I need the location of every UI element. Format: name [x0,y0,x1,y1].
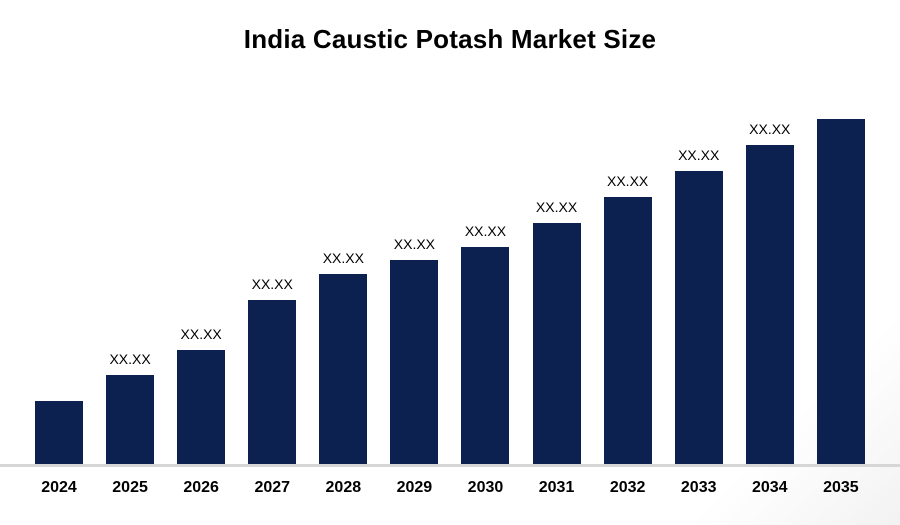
bar-column [810,95,872,464]
x-axis-tick-label: 2027 [254,479,291,496]
bar [532,223,581,464]
bar-column: XX.XX [668,147,730,464]
bar [177,350,226,464]
bar-value-label: XX.XX [180,326,222,342]
bar-column: XX.XX [597,173,659,464]
x-axis-tick-label: 2025 [112,479,148,496]
x-axis-tick-label: 2026 [183,479,219,496]
bar-column: XX.XX [454,223,516,464]
bar [106,375,155,464]
bar-column: XX.XX [383,236,445,464]
bar [319,274,368,464]
x-axis-tick-label: 2034 [751,479,788,496]
bar-column: XX.XX [526,199,588,464]
bar [816,119,865,464]
x-axis-tick-label: 2033 [680,479,717,496]
bar-column: XX.XX [241,276,303,464]
x-axis-tick-label: 2031 [538,479,575,496]
bar-value-label: XX.XX [109,351,151,367]
x-axis-tick-label: 2024 [41,479,77,496]
bar [674,171,723,464]
bar [461,247,510,464]
bar-value-label: XX.XX [535,199,578,215]
bar-column: XX.XX [312,250,374,464]
bar-column [28,377,90,464]
x-axis-tick-label: 2032 [609,479,646,496]
bar-value-label: XX.XX [749,121,791,137]
bar-value-label: XX.XX [322,250,364,266]
bar [248,300,297,464]
x-axis-tick-label: 2029 [396,479,433,496]
x-axis: 2024 2025 2026 2027 2028 2029 2030 2031 2032 2033… [0,479,900,497]
bar [35,401,83,464]
bar-value-label: XX.XX [464,223,507,239]
chart-title: India Caustic Potash Market Size [243,24,657,54]
x-axis-tick-label: 2035 [823,479,859,496]
bar-column: XX.XX [99,351,161,464]
bar [603,197,652,464]
x-axis-tick-label: 2028 [325,479,362,496]
bar-value-label: XX.XX [678,147,720,163]
bar [390,260,439,464]
bar-chart: XX.XX XX.XX XX.XX XX.XX XX.XX XX.XX XX.XX XX.XX… [0,54,900,467]
bar-value-label: XX.XX [393,236,436,252]
bar-value-label: XX.XX [251,276,293,292]
bar-value-label: XX.XX [607,173,649,189]
bar-column: XX.XX [739,121,801,464]
bar-column: XX.XX [170,326,232,464]
x-axis-tick-label: 2030 [467,479,504,496]
bar [745,145,794,464]
